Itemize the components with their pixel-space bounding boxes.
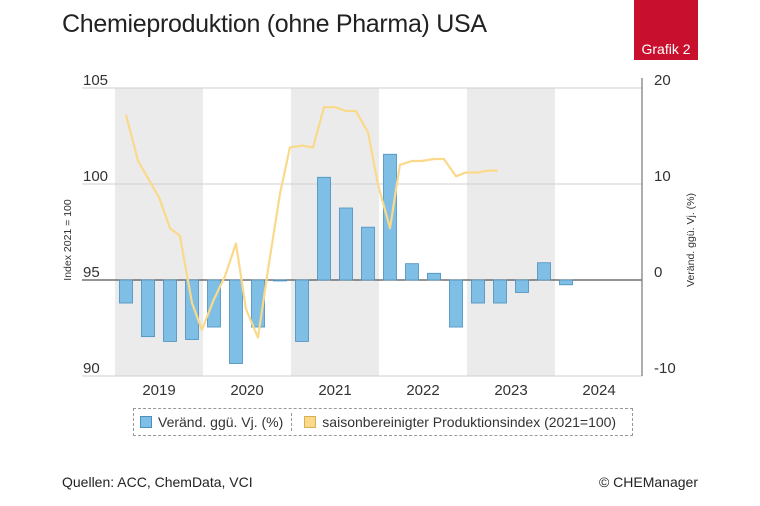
right-axis-title: Veränd. ggü. Vj. (%): [685, 193, 697, 287]
legend-label-bars: Veränd. ggü. Vj. (%): [158, 414, 284, 430]
bar-2024-Q1: [559, 279, 573, 286]
bar-2022-Q1: [383, 153, 397, 281]
bar-2022-Q2: [405, 263, 419, 281]
year-band-2023: [467, 88, 555, 376]
bar-2021-Q1: [295, 279, 309, 342]
left-tick-label-95: 95: [83, 264, 100, 281]
chart-title: Chemieproduktion (ohne Pharma) USA: [62, 10, 487, 38]
right-tick-label-10: 10: [654, 168, 671, 185]
bar-2019-Q2: [141, 279, 155, 338]
production-index-line: [124, 106, 498, 339]
bar-2023-Q4: [537, 262, 551, 281]
bar-2023-Q1: [471, 279, 485, 304]
left-tick-label-105: 105: [83, 72, 108, 89]
bar-2020-Q4: [273, 279, 287, 282]
bar-2021-Q2: [317, 176, 331, 281]
bar-2020-Q1: [207, 279, 221, 328]
year-label-2022: 2022: [406, 382, 439, 399]
bar-2023-Q3: [515, 279, 529, 293]
right-tick-label-20: 20: [654, 72, 671, 89]
bar-2020-Q2: [229, 279, 243, 364]
legend: Veränd. ggü. Vj. (%) saisonbereinigter P…: [133, 408, 633, 436]
line-series: [124, 106, 498, 339]
right-tick-label-0: 0: [654, 264, 662, 281]
bar-2023-Q2: [493, 279, 507, 304]
year-label-2020: 2020: [230, 382, 263, 399]
right-tick-label--10: -10: [654, 360, 676, 377]
bar-2019-Q4: [185, 279, 199, 340]
year-label-2021: 2021: [318, 382, 351, 399]
left-tick-label-100: 100: [83, 168, 108, 185]
year-label-2019: 2019: [142, 382, 175, 399]
bar-2021-Q4: [361, 226, 375, 281]
legend-item-bars: Veränd. ggü. Vj. (%): [140, 414, 283, 430]
bar-2019-Q1: [119, 279, 133, 304]
year-label-2023: 2023: [494, 382, 527, 399]
figure-badge: Grafik 2: [634, 0, 698, 60]
year-label-2024: 2024: [582, 382, 615, 399]
bar-2019-Q3: [163, 279, 177, 342]
left-tick-label-90: 90: [83, 360, 100, 377]
legend-label-line: saisonbereinigter Produktionsindex (2021…: [322, 414, 617, 430]
legend-separator: [291, 413, 293, 431]
bar-2022-Q4: [449, 279, 463, 328]
legend-swatch-bars: [140, 416, 152, 428]
legend-item-line: saisonbereinigter Produktionsindex (2021…: [304, 414, 616, 430]
sources-note: Quellen: ACC, ChemData, VCI: [62, 474, 253, 490]
year-bands: [115, 88, 555, 376]
bar-series: [119, 153, 573, 364]
bar-2021-Q3: [339, 207, 353, 281]
copyright-note: © CHEManager: [598, 474, 698, 490]
left-axis-title: Index 2021 = 100: [62, 199, 74, 281]
bar-2022-Q3: [427, 272, 441, 281]
axis-labels: 90 95 100 105 -10 0 10 20 2019 2020 2021 2022 2023 20…: [62, 72, 697, 399]
legend-swatch-line: [304, 416, 317, 428]
